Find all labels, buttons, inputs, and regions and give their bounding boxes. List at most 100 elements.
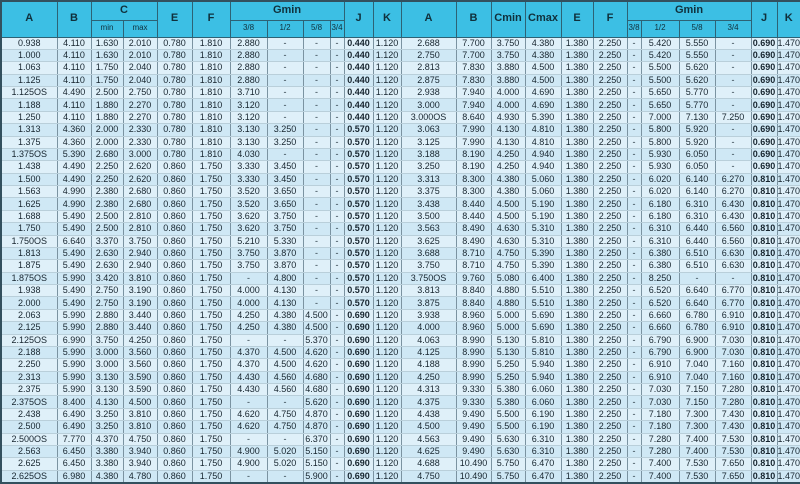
table-cell: 3.190 xyxy=(122,283,158,298)
table-cell: 6.910 xyxy=(640,370,680,385)
table-cell: 6.190 xyxy=(524,420,562,434)
table-cell: 1.750 xyxy=(191,172,231,187)
table-row: 2.000 5.490 2.750 3.190 0.860 1.750 4.000 4.130… xyxy=(0,296,800,310)
table-cell: 7.030 xyxy=(714,333,752,347)
table-cell: 2.250 xyxy=(592,123,628,137)
table-cell: - xyxy=(302,209,331,224)
table-cell: 0.860 xyxy=(156,432,193,446)
table-cell: 0.690 xyxy=(343,407,374,422)
table-cell: 8.840 xyxy=(455,283,492,298)
table-cell: 2.040 xyxy=(122,61,158,75)
table-cell: 4.630 xyxy=(490,234,526,248)
table-row: 2.188 5.990 3.000 3.560 0.860 1.750 4.370 4.500… xyxy=(0,345,800,360)
table-cell: 2.250 xyxy=(592,222,628,236)
table-cell: 4.130 xyxy=(266,283,304,298)
table-cell: - xyxy=(626,160,642,174)
table-cell: 2.250 xyxy=(592,135,628,149)
table-cell: 1.120 xyxy=(372,457,402,471)
table-cell: 4.930 xyxy=(490,110,526,125)
table-cell: 7.130 xyxy=(678,110,716,125)
table-cell: 1.810 xyxy=(191,110,231,125)
table-cell: - xyxy=(329,48,345,63)
table-cell: - xyxy=(302,271,331,286)
table-cell: - xyxy=(626,48,642,63)
table-cell: 4.380 xyxy=(490,172,526,187)
table-cell: 1.380 xyxy=(560,160,594,174)
table-row: 1.250 4.110 1.880 2.270 0.780 1.810 3.120- - -0.… xyxy=(0,110,800,125)
table-cell: 4.130 xyxy=(90,395,124,409)
table-cell: 1.375OS xyxy=(0,147,58,162)
table-cell: 1.750 xyxy=(191,271,231,286)
table-cell: - xyxy=(626,98,642,112)
table-cell: 5.060 xyxy=(524,172,562,187)
table-cell: 2.040 xyxy=(122,73,158,88)
table-cell: 1.188 xyxy=(0,98,58,112)
table-cell: 1.750 xyxy=(191,358,231,372)
table-cell: 0.938 xyxy=(0,36,58,50)
table-cell: 1.380 xyxy=(560,209,594,224)
table-cell: 8.710 xyxy=(455,246,492,261)
table-cell: 1.120 xyxy=(372,197,402,211)
table-cell: 5.060 xyxy=(524,184,562,199)
table-cell: 1.380 xyxy=(560,283,594,298)
header-right-g38: 3/8 xyxy=(626,19,642,38)
table-cell: 0.860 xyxy=(156,259,193,273)
table-cell: 1.380 xyxy=(560,420,594,434)
table-cell: 3.940 xyxy=(122,457,158,471)
table-cell: 2.813 xyxy=(400,61,457,75)
table-cell: 1.380 xyxy=(560,135,594,149)
table-cell: 2.625OS xyxy=(0,469,58,484)
table-cell: - xyxy=(329,222,345,236)
table-cell: 5.550 xyxy=(678,48,716,63)
table-cell: 1.750 xyxy=(191,444,231,459)
table-cell: 6.430 xyxy=(714,209,752,224)
table-cell: 5.490 xyxy=(56,296,92,310)
table-cell: 2.750 xyxy=(400,48,457,63)
table-cell: 1.120 xyxy=(372,147,402,162)
table-cell: - xyxy=(626,358,642,372)
table-cell: 6.560 xyxy=(714,234,752,248)
table-cell: 1.470 xyxy=(776,296,800,310)
table-cell: 1.470 xyxy=(776,370,800,385)
table-cell: 1.380 xyxy=(560,296,594,310)
table-cell: 3.750 xyxy=(400,259,457,273)
table-cell: 6.440 xyxy=(678,234,716,248)
table-cell: 1.380 xyxy=(560,110,594,125)
table-cell: 0.440 xyxy=(343,48,374,63)
table-cell: 6.450 xyxy=(56,444,92,459)
table-cell: 2.313 xyxy=(0,370,58,385)
table-cell: 3.750OS xyxy=(400,271,457,286)
table-cell: - xyxy=(329,296,345,310)
table-cell: 5.800 xyxy=(640,135,680,149)
table-cell: 2.250 xyxy=(592,333,628,347)
table-cell: 3.590 xyxy=(122,370,158,385)
table-cell: - xyxy=(302,172,331,187)
table-cell: 7.180 xyxy=(640,407,680,422)
table-cell: 4.810 xyxy=(524,135,562,149)
table-cell: 1.470 xyxy=(776,395,800,409)
table-cell: 3.563 xyxy=(400,222,457,236)
table-cell: 1.470 xyxy=(776,432,800,446)
table-cell: 1.750 xyxy=(191,259,231,273)
header-right-b: B xyxy=(455,0,492,38)
table-cell: 4.030 xyxy=(229,147,268,162)
table-cell: 6.630 xyxy=(714,246,752,261)
table-cell: 8.490 xyxy=(455,234,492,248)
table-cell: 0.570 xyxy=(343,147,374,162)
table-cell: 1.750 xyxy=(191,457,231,471)
table-cell: 9.330 xyxy=(455,382,492,397)
table-cell: - xyxy=(626,147,642,162)
table-cell: 2.250 xyxy=(592,395,628,409)
table-cell: - xyxy=(266,98,304,112)
table-cell: 7.530 xyxy=(678,469,716,484)
table-cell: - xyxy=(329,407,345,422)
table-cell: 1.750 xyxy=(191,197,231,211)
table-cell: 5.020 xyxy=(266,457,304,471)
table-cell: 3.560 xyxy=(122,345,158,360)
table-cell: 2.330 xyxy=(122,123,158,137)
table-cell: 4.490 xyxy=(56,160,92,174)
table-cell: - xyxy=(266,395,304,409)
table-cell: 1.120 xyxy=(372,432,402,446)
table-cell: 0.690 xyxy=(750,85,778,100)
table-cell: 1.470 xyxy=(776,345,800,360)
